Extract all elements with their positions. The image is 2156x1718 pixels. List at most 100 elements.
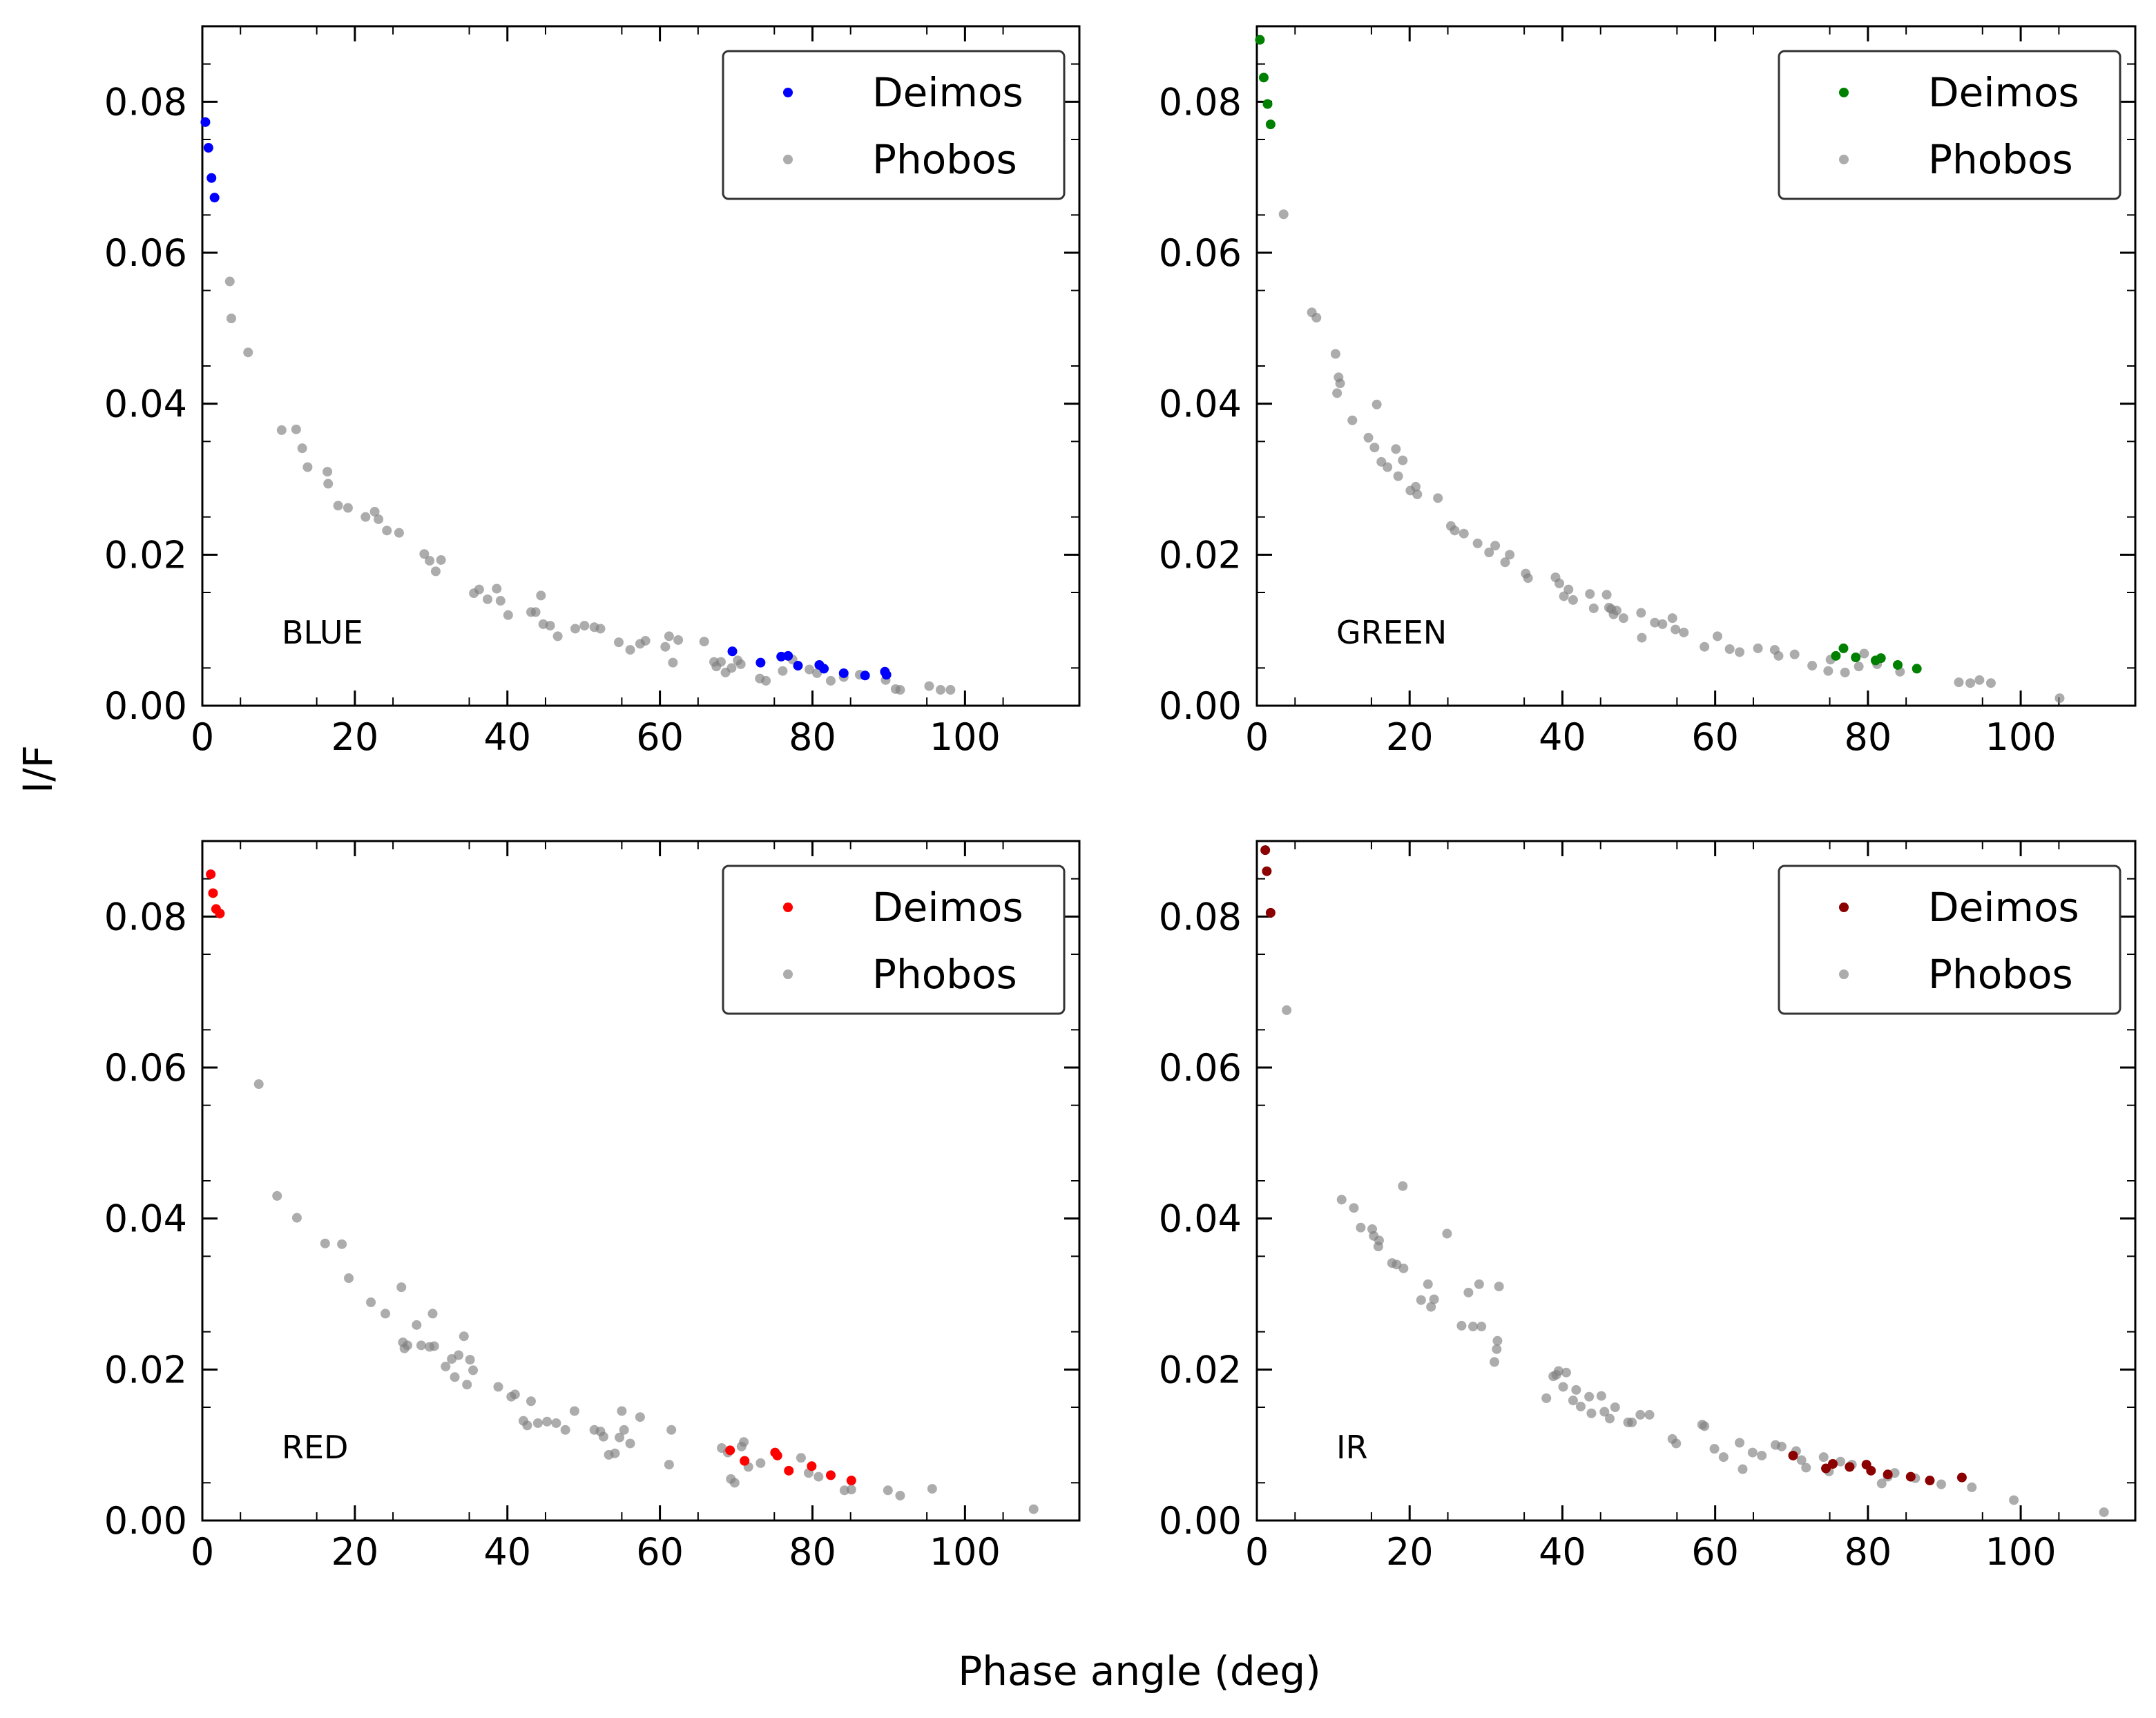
phobos-point [530, 607, 541, 617]
deimos-point [793, 661, 803, 671]
phobos-point [1657, 619, 1668, 629]
x-tick-label: 80 [1845, 715, 1892, 759]
deimos-point [208, 888, 218, 898]
phobos-point [1356, 1222, 1366, 1233]
phobos-point [699, 637, 709, 647]
phobos-point [412, 1320, 422, 1330]
phobos-point [224, 276, 235, 287]
deimos-point [1883, 1469, 1893, 1480]
phobos-point [1456, 1320, 1467, 1331]
phobos-point [366, 1297, 376, 1308]
phobos-point [1801, 1463, 1811, 1473]
phobos-point [1571, 1384, 1581, 1395]
phobos-point [1601, 590, 1612, 600]
y-tick-label: 0.06 [1159, 1046, 1242, 1090]
phobos-point [1468, 1322, 1479, 1332]
phobos-point [1474, 1279, 1484, 1289]
deimos-point [1876, 653, 1886, 664]
phobos-point [291, 1213, 302, 1223]
y-tick-label: 0.00 [104, 684, 187, 728]
phobos-point [1671, 624, 1681, 635]
phobos-point [1336, 1195, 1347, 1205]
y-tick-label: 0.00 [1159, 1499, 1242, 1543]
phobos-point [1398, 455, 1408, 465]
legend-entry-deimos: Deimos [872, 69, 1023, 116]
deimos-point [838, 668, 849, 678]
legend-box [722, 50, 1066, 200]
phobos-point [1393, 471, 1403, 481]
phobos-point [441, 1361, 451, 1371]
phobos-point [1563, 584, 1574, 595]
phobos-point [394, 528, 404, 538]
phobos-point [503, 610, 513, 620]
phobos-point [1416, 1295, 1426, 1305]
phobos-point [660, 641, 671, 652]
phobos-point [1383, 462, 1393, 472]
legend: Deimos Phobos [1778, 50, 2121, 200]
phobos-point [1836, 1456, 1846, 1467]
legend-marker-deimos [1839, 903, 1849, 912]
phobos-point [924, 681, 934, 691]
phobos-point [1735, 647, 1745, 657]
phobos-point [735, 659, 746, 669]
phobos-point [625, 645, 635, 655]
deimos-point [215, 908, 225, 918]
x-tick-label: 100 [930, 1530, 1001, 1574]
phobos-point [291, 424, 301, 434]
deimos-point [209, 193, 220, 203]
phobos-point [1492, 1344, 1502, 1354]
phobos-point [419, 549, 430, 559]
phobos-point [243, 347, 253, 358]
phobos-point [552, 631, 563, 641]
phobos-point [1369, 443, 1380, 453]
x-tick-label: 40 [483, 1530, 531, 1574]
phobos-point [825, 675, 836, 686]
panel-red: 0 20 40 60 80 100 0.00 0.02 0.04 0.06 0.08 RED Deimo… [104, 840, 1081, 1574]
phobos-point [1650, 617, 1660, 628]
x-tick-label: 0 [191, 715, 214, 759]
x-tick-label: 80 [1845, 1530, 1892, 1574]
x-tick-label: 40 [1539, 1530, 1586, 1574]
phobos-point [425, 556, 435, 566]
y-tick-label: 0.06 [1159, 231, 1242, 275]
phobos-point [570, 624, 581, 634]
phobos-point [1423, 1279, 1433, 1289]
deimos-point [1838, 643, 1849, 653]
y-tick-label: 0.04 [104, 1197, 187, 1241]
phobos-point [1747, 1447, 1758, 1458]
phobos-point [1636, 608, 1646, 618]
phobos-point [253, 1079, 264, 1090]
phobos-point [1859, 648, 1869, 659]
deimos-point [1262, 99, 1273, 109]
phobos-point [1459, 528, 1469, 539]
phobos-point [617, 1406, 627, 1416]
phobos-point [1484, 548, 1494, 558]
phobos-point [492, 583, 502, 594]
phobos-point [1568, 595, 1578, 605]
phobos-point [510, 1389, 520, 1400]
phobos-point [1363, 432, 1374, 443]
deimos-point [1788, 1450, 1798, 1460]
phobos-point [1559, 591, 1569, 601]
y-tick-label: 0.08 [104, 80, 187, 124]
phobos-point [1398, 1181, 1408, 1191]
x-tick-label: 60 [636, 1530, 684, 1574]
phobos-point [1967, 1482, 1977, 1492]
phobos-point [1463, 1287, 1474, 1297]
x-tick-label: 60 [636, 715, 684, 759]
phobos-point [1541, 1393, 1552, 1403]
phobos-point [1700, 1421, 1710, 1431]
deimos-point [881, 670, 892, 680]
phobos-point [1472, 538, 1483, 548]
phobos-point [1700, 641, 1710, 652]
phobos-point [1611, 606, 1621, 616]
phobos-point [1349, 1203, 1359, 1213]
deimos-point [1258, 73, 1269, 83]
deimos-point [1912, 664, 1922, 674]
deimos-point [727, 646, 738, 657]
phobos-point [613, 637, 624, 648]
phobos-point [1757, 1450, 1767, 1460]
deimos-point [783, 650, 793, 661]
phobos-point [1936, 1479, 1947, 1489]
